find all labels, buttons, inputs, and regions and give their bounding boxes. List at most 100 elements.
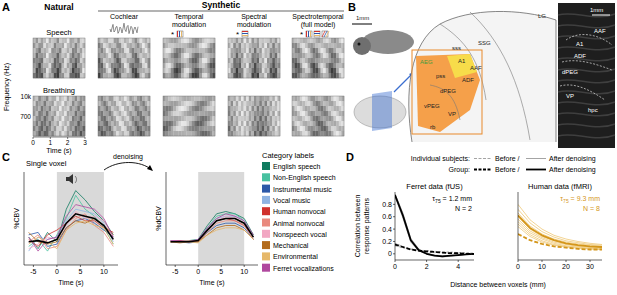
spectrogram-cell bbox=[233, 106, 236, 111]
spectrogram-cell bbox=[111, 96, 114, 101]
spectrogram-cell bbox=[277, 68, 280, 73]
shape bbox=[558, 14, 615, 17]
spectrogram-cell bbox=[38, 101, 41, 106]
spectrogram-cell bbox=[336, 58, 339, 63]
spectrogram-cell bbox=[326, 53, 329, 58]
spectrogram-cell bbox=[46, 126, 49, 131]
legend-label: Vocal music bbox=[273, 197, 311, 204]
spectrogram-cell bbox=[186, 131, 189, 136]
spectrogram-cell bbox=[318, 116, 321, 121]
spectrogram-cell bbox=[339, 106, 342, 111]
legend-label: Individual subjects: bbox=[411, 155, 470, 163]
spectrogram-cell bbox=[36, 121, 39, 126]
spectrogram-cell bbox=[264, 73, 267, 78]
spectrogram-cell bbox=[341, 63, 344, 68]
tick-label: 5 bbox=[219, 268, 223, 275]
spectrogram-cell bbox=[228, 101, 231, 106]
spectrogram-cell bbox=[137, 68, 140, 73]
spectrogram-cell bbox=[292, 63, 295, 68]
spectrogram-cell bbox=[119, 63, 122, 68]
spectrogram-cell bbox=[111, 58, 114, 63]
spectrogram-cell bbox=[62, 121, 65, 126]
spectrogram-cell bbox=[233, 48, 236, 53]
spectrogram-cell bbox=[246, 68, 249, 73]
spectrogram-cell bbox=[179, 131, 182, 136]
spectrogram-cell bbox=[331, 63, 334, 68]
shape bbox=[306, 31, 312, 37]
spectrogram-cell bbox=[103, 131, 106, 136]
spectrogram-cell bbox=[334, 121, 337, 126]
spectrogram-cell bbox=[205, 48, 208, 53]
spectrogram-cell bbox=[207, 121, 210, 126]
plot-area bbox=[29, 172, 114, 265]
spectrogram-cell bbox=[54, 101, 57, 106]
spectrogram-cell bbox=[308, 121, 311, 126]
spectrogram-cell bbox=[254, 106, 257, 111]
shape bbox=[181, 31, 182, 37]
spectrogram-cell bbox=[272, 96, 275, 101]
spectrogram-cell bbox=[41, 96, 44, 101]
spectrogram-cell bbox=[67, 101, 70, 106]
spectrogram-cell bbox=[270, 63, 273, 68]
spectrogram-cell bbox=[300, 101, 303, 106]
tick-label: 30 bbox=[586, 263, 594, 270]
spectrogram-cell bbox=[334, 68, 337, 73]
spectrogram-cell bbox=[75, 106, 78, 111]
spectrogram-cell bbox=[145, 116, 148, 121]
spectrogram-cell bbox=[166, 43, 169, 48]
spectrogram-cell bbox=[331, 68, 334, 73]
spectrogram-cell bbox=[38, 38, 41, 43]
spectrogram-cell bbox=[80, 73, 83, 78]
spectrogram-cell bbox=[323, 131, 326, 136]
spectrogram-cell bbox=[69, 63, 72, 68]
spectrogram-cell bbox=[228, 73, 231, 78]
header: Synthetic bbox=[202, 0, 241, 10]
row-label: Breathing bbox=[43, 86, 75, 95]
spectrogram-cell bbox=[56, 63, 59, 68]
spectrogram-cell bbox=[292, 101, 295, 106]
spectrogram-cell bbox=[336, 116, 339, 121]
spectrogram-cell bbox=[238, 101, 241, 106]
spectrogram-cell bbox=[241, 73, 244, 78]
spectrogram-cell bbox=[236, 131, 239, 136]
spectrogram-cell bbox=[246, 111, 249, 116]
spectrogram-cell bbox=[173, 126, 176, 131]
spectrogram-cell bbox=[132, 116, 135, 121]
spectrogram-cell bbox=[192, 126, 195, 131]
spectrogram-cell bbox=[277, 63, 280, 68]
spectrogram-cell bbox=[134, 101, 137, 106]
spectrogram-cell bbox=[121, 38, 124, 43]
spectrogram-cell bbox=[46, 43, 49, 48]
tick-label: 10 bbox=[538, 263, 546, 270]
spectrogram-cell bbox=[339, 121, 342, 126]
spectrogram-cell bbox=[331, 53, 334, 58]
spectrogram-cell bbox=[41, 131, 44, 136]
spectrogram-cell bbox=[179, 111, 182, 116]
spectrogram-cell bbox=[310, 101, 313, 106]
spectrogram-cell bbox=[246, 48, 249, 53]
spectrogram-cell bbox=[137, 48, 140, 53]
spectrogram-cell bbox=[64, 63, 67, 68]
spectrogram-cell bbox=[238, 43, 241, 48]
chart-title: Single voxel bbox=[26, 159, 67, 168]
spectrogram-cell bbox=[33, 106, 36, 111]
spectrogram-cell bbox=[264, 53, 267, 58]
legend-label: English speech bbox=[273, 163, 321, 171]
legend-label: After denoising bbox=[549, 155, 596, 163]
shape bbox=[558, 135, 615, 138]
spectrogram-cell bbox=[238, 73, 241, 78]
spectrogram-cell bbox=[147, 101, 150, 106]
spectrogram-cell bbox=[192, 111, 195, 116]
spectrogram-cell bbox=[106, 58, 109, 63]
spectrogram-cell bbox=[129, 126, 132, 131]
bracket bbox=[98, 11, 344, 12]
legend-label: Before / bbox=[495, 155, 520, 162]
spectrogram-cell bbox=[308, 48, 311, 53]
spectrogram-cell bbox=[64, 53, 67, 58]
spectrogram-cell bbox=[238, 48, 241, 53]
spectrogram-cell bbox=[272, 116, 275, 121]
spectrogram-cell bbox=[54, 96, 57, 101]
spectrogram-cell bbox=[33, 131, 36, 136]
spectrogram-cell bbox=[205, 111, 208, 116]
spectrogram-cell bbox=[98, 126, 101, 131]
